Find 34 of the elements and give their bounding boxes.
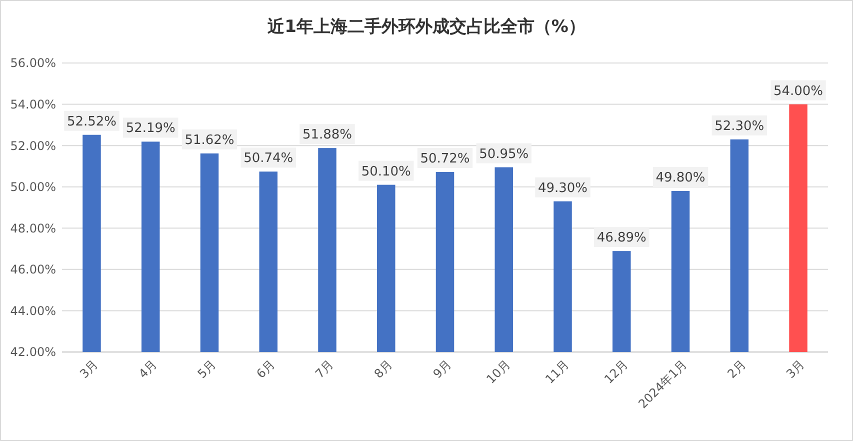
y-tick-label: 44.00% [10, 304, 56, 318]
y-tick-label: 54.00% [10, 97, 56, 112]
y-tick-label: 52.00% [10, 138, 56, 153]
x-tick-label: 3月 [784, 357, 808, 381]
y-tick-label: 42.00% [10, 345, 56, 360]
data-label: 50.74% [244, 151, 294, 166]
data-label: 52.30% [714, 118, 764, 134]
x-tick-label: 2月 [724, 357, 748, 381]
data-label: 50.72% [420, 152, 470, 167]
y-tick-label: 50.00% [10, 180, 56, 194]
y-tick-label: 48.00% [10, 221, 56, 236]
data-label: 54.00% [773, 84, 824, 99]
chart-title: 近1年上海二手外环外成交占比全市（%） [266, 17, 586, 37]
data-label: 51.62% [184, 132, 234, 148]
y-tick-label: 56.00% [10, 56, 56, 70]
data-label: 50.95% [479, 146, 529, 162]
x-tick-label: 12月 [602, 357, 631, 386]
x-tick-label: 10月 [484, 357, 513, 386]
data-label: 50.10% [361, 164, 411, 180]
data-label: 52.19% [126, 121, 176, 136]
x-tick-label: 11月 [542, 357, 572, 386]
data-label: 46.89% [596, 230, 646, 246]
x-tick-label: 5月 [194, 357, 219, 381]
data-label: 49.30% [538, 180, 588, 196]
x-tick-label: 8月 [371, 357, 396, 381]
x-tick-label: 3月 [77, 357, 101, 381]
data-label: 49.80% [656, 170, 706, 186]
x-tick-label: 7月 [312, 357, 336, 381]
data-label: 51.88% [302, 128, 352, 143]
y-tick-label: 46.00% [10, 262, 56, 277]
data-label: 52.52% [66, 114, 117, 130]
x-tick-label: 4月 [136, 357, 160, 381]
x-tick-label: 9月 [430, 357, 454, 381]
x-tick-label: 6月 [254, 357, 278, 381]
